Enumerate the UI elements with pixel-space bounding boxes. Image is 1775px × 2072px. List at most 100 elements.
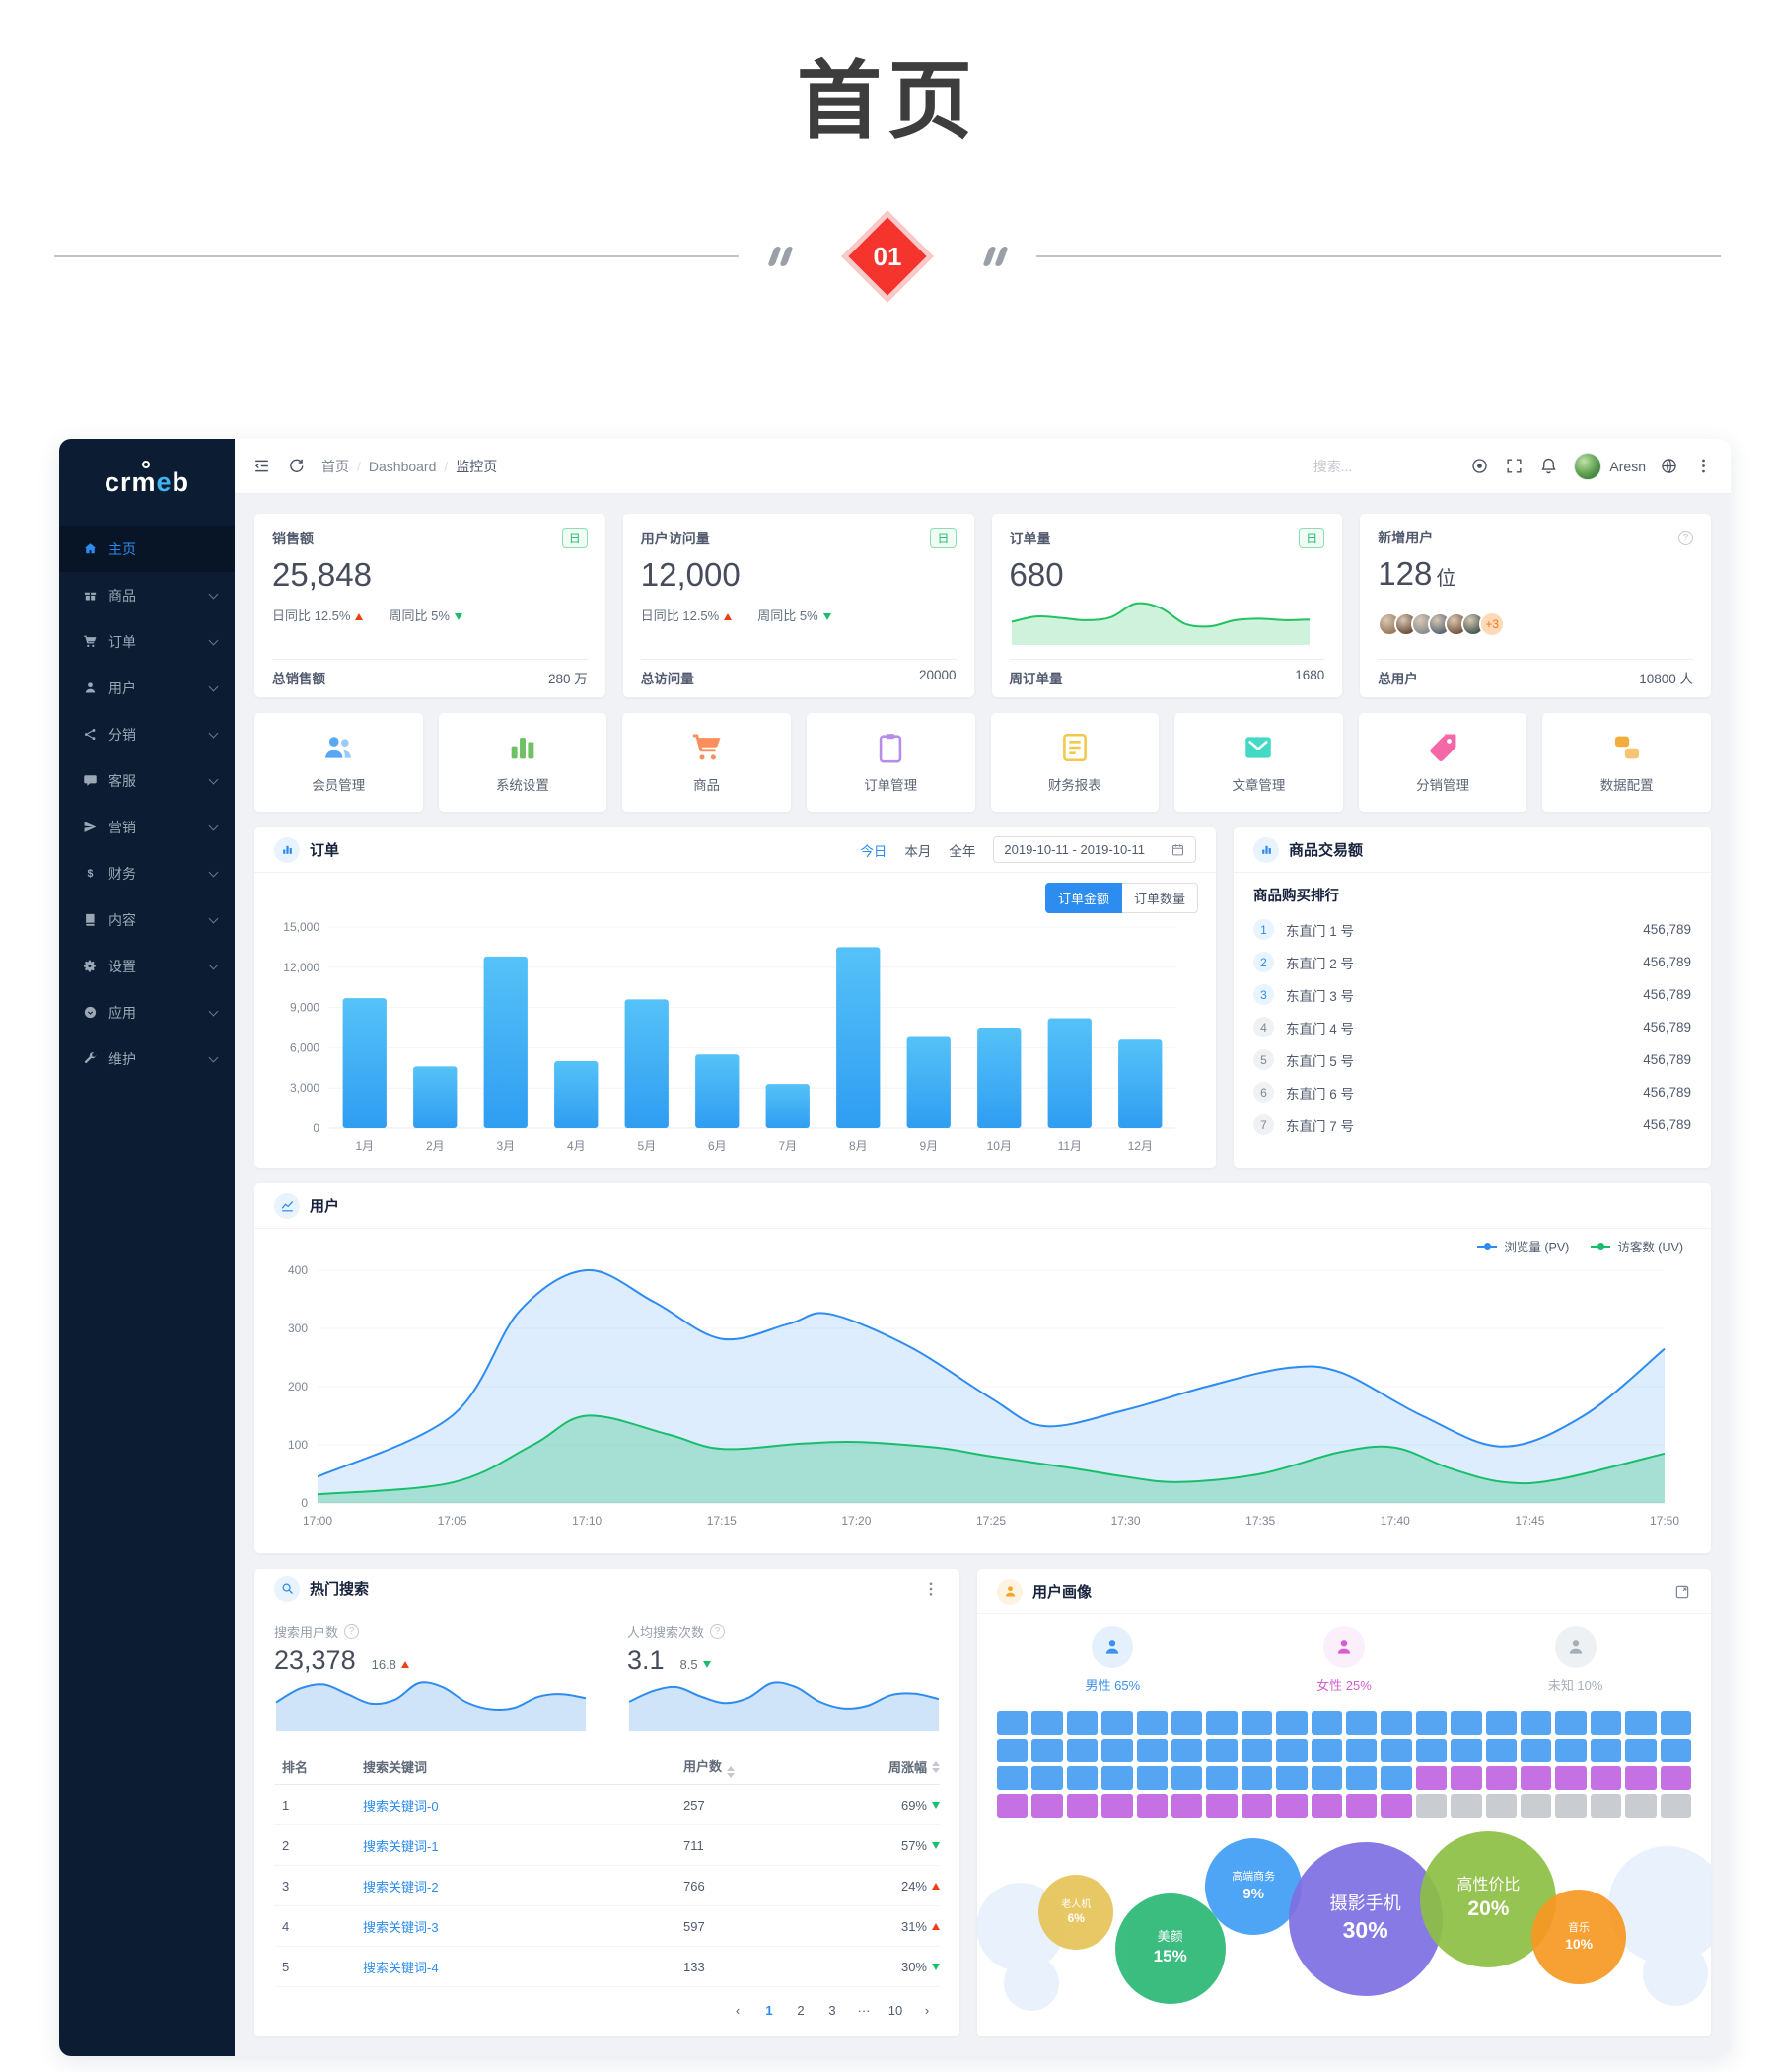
quick-action-clipboard[interactable]: 订单管理 <box>806 713 975 812</box>
breadcrumb-dashboard[interactable]: Dashboard <box>369 459 456 474</box>
app-logo[interactable]: cr m e b <box>59 439 235 526</box>
user-avatar[interactable] <box>1574 452 1602 480</box>
sidebar-item-chat[interactable]: 客服 <box>59 757 235 804</box>
cell-change: 69% <box>831 1798 940 1813</box>
stat-title: 订单量 <box>1009 530 1051 546</box>
quick-action-bars[interactable]: 系统设置 <box>438 713 607 812</box>
day-badge[interactable]: 日 <box>1299 528 1325 548</box>
svg-text:17:30: 17:30 <box>1111 1514 1141 1528</box>
waffle-cell <box>1276 1711 1308 1735</box>
search-icon <box>274 1575 300 1602</box>
page-item[interactable]: ··· <box>857 2002 871 2018</box>
sidebar-item-label: 主页 <box>108 540 136 557</box>
legend-pv[interactable]: 浏览量 (PV) <box>1477 1237 1569 1255</box>
svg-text:4月: 4月 <box>567 1139 586 1153</box>
sidebar-collapse-icon[interactable] <box>252 457 271 475</box>
help-icon[interactable] <box>710 1624 726 1639</box>
rank-value: 456,789 <box>1643 1052 1691 1067</box>
record-icon[interactable] <box>1470 457 1489 475</box>
filter-month[interactable]: 本月 <box>904 843 932 859</box>
refresh-icon[interactable] <box>287 457 306 475</box>
sidebar-item-home[interactable]: 主页 <box>59 526 235 572</box>
language-globe-icon[interactable] <box>1660 457 1678 475</box>
panel-expand-icon[interactable] <box>1673 1583 1691 1601</box>
sidebar-item-apps[interactable]: 应用 <box>59 989 235 1036</box>
sidebar-item-dollar[interactable]: $ 财务 <box>59 850 235 896</box>
stat-value: 12,000 <box>640 556 741 593</box>
help-icon[interactable] <box>344 1624 360 1639</box>
page-item[interactable]: 3 <box>828 2002 836 2018</box>
help-icon[interactable] <box>1678 530 1693 545</box>
date-range-picker[interactable]: 2019-10-11 - 2019-10-11 <box>993 836 1196 863</box>
page-item[interactable]: 10 <box>888 2002 903 2018</box>
page-item[interactable]: 1 <box>765 2002 773 2018</box>
breadcrumb-home[interactable]: 首页 <box>321 457 369 476</box>
keyword-link[interactable]: 搜索关键词-3 <box>363 1919 439 1935</box>
sidebar-item-send[interactable]: 营销 <box>59 804 235 850</box>
svg-text:3月: 3月 <box>496 1139 515 1153</box>
search-input[interactable]: 搜索... <box>1313 458 1353 474</box>
charts-row: 订单 今日 本月 全年 2019-10-11 - 2019-10-11 <box>254 827 1711 1168</box>
sidebar-item-label: 应用 <box>108 1004 136 1021</box>
waffle-cell <box>1066 1794 1099 1818</box>
sidebar-item-cart[interactable]: 订单 <box>59 618 235 665</box>
gender-female: 女性 25% <box>1316 1626 1372 1701</box>
calendar-icon <box>1171 842 1185 857</box>
waffle-cell <box>1311 1766 1342 1790</box>
bubble-label: 高端商务 <box>1232 1871 1276 1884</box>
send-icon <box>83 820 98 834</box>
pv-uv-area-chart[interactable]: 0 100 200 300 400 17:00 17:05 17:10 17:15 17:20 17… <box>272 1258 1682 1533</box>
day-compare: 日同比 12.5% <box>641 606 733 624</box>
filter-year[interactable]: 全年 <box>949 843 976 859</box>
quick-action-cart2[interactable]: 商品 <box>622 713 791 812</box>
tab-order-count[interactable]: 订单数量 <box>1121 883 1198 913</box>
fullscreen-icon[interactable] <box>1505 457 1524 475</box>
sort-icon[interactable] <box>932 1761 940 1773</box>
section-number: 01 <box>873 241 902 271</box>
waffle-cell <box>1345 1766 1378 1790</box>
keyword-link[interactable]: 搜索关键词-0 <box>363 1798 439 1814</box>
svg-text:10月: 10月 <box>987 1139 1012 1153</box>
quick-action-data[interactable]: 数据配置 <box>1542 713 1711 812</box>
sidebar-item-book[interactable]: 内容 <box>59 896 235 943</box>
keyword-link[interactable]: 搜索关键词-4 <box>363 1960 439 1975</box>
more-menu-icon[interactable] <box>1694 457 1713 475</box>
female-person-icon <box>1322 1626 1365 1668</box>
page-item[interactable]: › <box>924 2002 930 2018</box>
sidebar-item-share[interactable]: 分销 <box>59 711 235 757</box>
page-item[interactable]: 2 <box>797 2002 805 2018</box>
svg-text:17:50: 17:50 <box>1650 1514 1679 1528</box>
tab-order-amount[interactable]: 订单金额 <box>1044 883 1122 913</box>
quick-action-report[interactable]: 财务报表 <box>990 713 1160 812</box>
quick-action-mail[interactable]: 文章管理 <box>1174 713 1343 812</box>
day-badge[interactable]: 日 <box>930 528 957 548</box>
orders-bar-chart[interactable]: 0 3,000 6,000 9,000 12,000 15,000 1月 2月 3月 4月 5月 6月… <box>272 913 1189 1162</box>
top-navbar: 首页 Dashboard 监控页 搜索... Aresn <box>235 439 1731 494</box>
keyword-link[interactable]: 搜索关键词-2 <box>363 1879 439 1894</box>
chevron-down-icon <box>208 1006 219 1016</box>
keyword-link[interactable]: 搜索关键词-1 <box>363 1838 439 1854</box>
legend-uv[interactable]: 访客数 (UV) <box>1591 1237 1683 1255</box>
chevron-down-icon <box>208 913 219 923</box>
bubble-percent: 30% <box>1342 1916 1388 1943</box>
waffle-cell <box>1066 1766 1099 1790</box>
sidebar-item-goods[interactable]: 商品 <box>59 572 235 618</box>
day-badge[interactable]: 日 <box>561 528 588 548</box>
panel-more-icon[interactable] <box>922 1580 940 1598</box>
notifications-bell-icon[interactable] <box>1539 457 1558 475</box>
chevron-down-icon <box>208 635 219 645</box>
quick-action-tag[interactable]: 分销管理 <box>1358 713 1527 812</box>
quick-action-members[interactable]: 会员管理 <box>254 713 423 812</box>
sidebar-item-label: 内容 <box>108 911 136 928</box>
sidebar-item-user[interactable]: 用户 <box>59 665 235 711</box>
stat-compare-row: 日同比 12.5% 周同比 5% <box>641 606 957 645</box>
page-item[interactable]: ‹ <box>735 2002 741 2018</box>
svg-text:9,000: 9,000 <box>290 1001 320 1015</box>
stat-card-orders: 订单量 日 680 周订单量 1680 <box>991 514 1343 697</box>
filter-today[interactable]: 今日 <box>860 843 888 859</box>
username[interactable]: Aresn <box>1609 458 1646 474</box>
person-icon <box>997 1578 1023 1605</box>
sort-icon[interactable] <box>727 1766 735 1778</box>
sidebar-item-gear[interactable]: 设置 <box>59 943 235 989</box>
sidebar-item-wrench[interactable]: 维护 <box>59 1036 235 1082</box>
